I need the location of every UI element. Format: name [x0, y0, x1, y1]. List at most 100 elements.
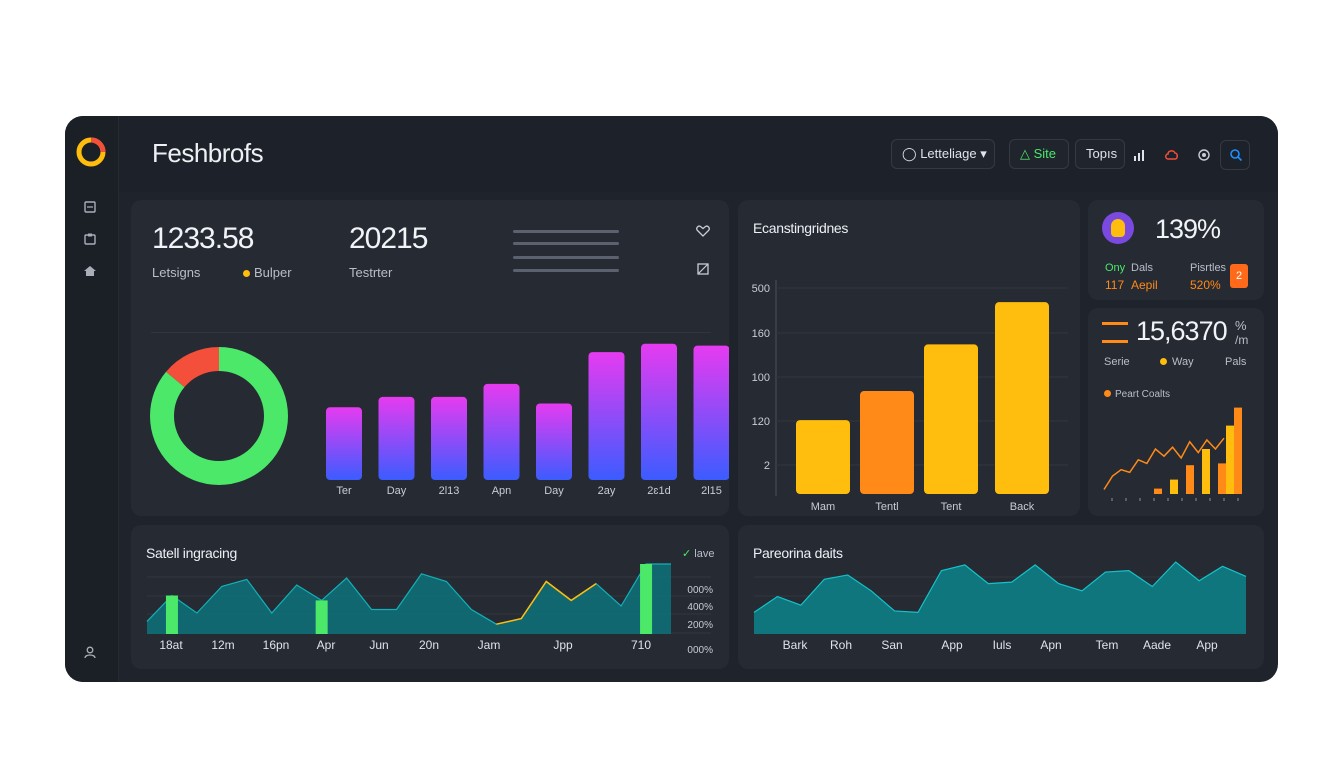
y-tick-label: 2	[764, 460, 770, 472]
document-icon[interactable]	[81, 198, 99, 216]
area-line	[753, 561, 1247, 614]
stat-value-2: 20215	[349, 222, 428, 255]
y-tick-label: 500	[752, 283, 770, 295]
bar-x-label: Ter	[336, 485, 352, 497]
kpi-1-col2-val: Aepil	[1131, 278, 1158, 292]
kpi-card-1: 139% Ony Dals Pisrtles 117 Aepil 520% 2	[1088, 200, 1264, 300]
mini-combo-chart	[1103, 407, 1242, 501]
area-fill	[147, 564, 671, 634]
highlight-bar	[315, 600, 328, 634]
bar	[588, 352, 625, 480]
ranking-card: Ecanstingridnes 500 160 100 120 2 Mam Tentl Ten…	[738, 200, 1080, 516]
y-tick-label: 200%	[687, 620, 713, 631]
bar-x-label: 2Ɩ15	[701, 485, 722, 497]
x-tick-label: 16pn	[263, 638, 290, 652]
site-button[interactable]: △ Site	[1009, 139, 1069, 169]
preparing-area-chart: Bark Roh San App Iuls Apn Tem Aade App	[753, 561, 1247, 652]
preparing-card: Pareorina daits Bark Roh San App Iuls Apn Tem A…	[738, 525, 1264, 669]
x-tick-label: App	[1196, 638, 1218, 652]
menu-lines-decoration	[513, 230, 619, 274]
bar	[1154, 488, 1162, 494]
clipboard-icon[interactable]	[81, 230, 99, 248]
search-button[interactable]	[1220, 140, 1250, 170]
x-tick-label: Jam	[478, 638, 501, 652]
settings-icon[interactable]	[1194, 145, 1214, 165]
kpi-1-badge: 2	[1230, 264, 1248, 288]
user-icon[interactable]	[81, 643, 99, 661]
legend-dot	[1104, 390, 1111, 397]
stat-label-2: Testrter	[349, 265, 393, 280]
bar	[1202, 449, 1210, 494]
x-tick-label: Tem	[1096, 638, 1119, 652]
home-icon[interactable]	[81, 262, 99, 280]
x-tick-label: 12m	[211, 638, 234, 652]
x-tick-label: 18at	[159, 638, 183, 652]
sales-area-chart: 000% 400% 200% 000% 18at 12m 16pn Apr Jun 20n Jam J…	[146, 563, 713, 656]
cloud-icon[interactable]	[1162, 145, 1182, 165]
avatar[interactable]	[1102, 212, 1134, 244]
trend-line	[1103, 437, 1225, 490]
x-tick-label: 20n	[419, 638, 439, 652]
bar	[796, 420, 850, 494]
highlight-bar	[640, 564, 653, 634]
logo-ring-icon[interactable]	[75, 136, 107, 168]
bar-x-label: Back	[1010, 501, 1035, 513]
topics-button[interactable]: Topıs	[1075, 139, 1125, 169]
bar	[1218, 463, 1226, 494]
heart-icon[interactable]	[696, 224, 710, 238]
kpi-2-legend-4: Peart Coalts	[1104, 389, 1170, 400]
bar-x-label: Day	[544, 485, 564, 497]
dashboard-window: Feshbrofs ◯ Letteliage ▾ △ Site Topıs 12…	[65, 116, 1278, 682]
triangle-icon: △	[1020, 146, 1030, 161]
legend-bulper-label: Bulper	[254, 265, 292, 280]
bar	[1226, 425, 1234, 494]
expand-icon[interactable]	[696, 262, 710, 276]
x-tick-label: Jpp	[553, 638, 573, 652]
kpi-2-value: 15,6370	[1136, 316, 1228, 346]
bar-x-label: Tentl	[875, 501, 898, 513]
kpi-1-col2-head: Dals	[1131, 262, 1154, 274]
accent-line	[1102, 322, 1128, 325]
language-label: Letteliage	[920, 146, 977, 161]
user-icon: ◯	[902, 146, 917, 161]
x-tick-label: 710	[631, 638, 651, 652]
y-tick-label: 160	[752, 328, 770, 340]
divider	[151, 332, 711, 333]
kpi-2-legend-2: Way	[1160, 356, 1194, 368]
bar	[1170, 479, 1178, 494]
overview-card: 1233.58 Letsigns Bulper 20215 Testrter	[131, 200, 729, 516]
kpi-2-unit-top: %	[1235, 318, 1247, 333]
legend-dot	[1160, 358, 1167, 365]
topics-label: Topıs	[1086, 146, 1118, 161]
search-icon	[1230, 149, 1243, 162]
kpi-1-col1-val: 117	[1105, 278, 1125, 292]
preparing-title: Pareorina daits	[753, 545, 843, 561]
bar-x-label: 2ay	[598, 485, 616, 497]
y-tick-label: 120	[752, 416, 770, 428]
x-tick-label: Bark	[783, 638, 809, 652]
y-tick-label: 000%	[687, 645, 713, 656]
bar	[483, 383, 520, 480]
x-tick-label: Roh	[830, 638, 852, 652]
bar-chart-icon[interactable]	[1130, 145, 1150, 165]
chevron-down-icon: ▾	[980, 146, 987, 161]
bar	[995, 302, 1049, 494]
kpi-1-col3-val: 520%	[1190, 278, 1221, 292]
ranking-title: Ecanstingridnes	[753, 220, 849, 236]
x-tick-label: San	[881, 638, 902, 652]
stat-value-1: 1233.58	[152, 222, 254, 255]
sales-toggle[interactable]: ✓ lave	[682, 547, 714, 560]
kpi-2-unit-bottom: /m	[1235, 333, 1249, 347]
sales-card: Satell ingracing ✓ lave 000% 400% 200% 000%…	[131, 525, 729, 669]
kpi-2-legend-1: Serie	[1104, 356, 1130, 368]
stat-label-1: Letsigns	[152, 265, 201, 280]
legend-bulper: Bulper	[243, 265, 292, 280]
bar	[693, 345, 729, 480]
page-title: Feshbrofs	[152, 138, 264, 168]
kpi-1-col3-head: Pisrtles	[1190, 262, 1227, 274]
sales-toggle-label: lave	[694, 548, 715, 560]
x-tick-label: Apn	[1040, 638, 1061, 652]
donut-slice	[150, 347, 288, 485]
language-dropdown[interactable]: ◯ Letteliage ▾	[891, 139, 995, 169]
x-tick-label: Aade	[1143, 638, 1171, 652]
